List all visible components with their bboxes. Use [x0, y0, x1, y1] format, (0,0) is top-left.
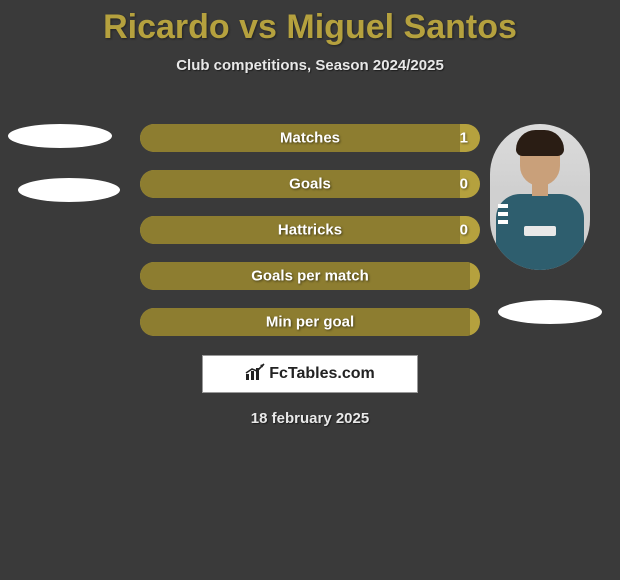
placeholder-ellipse-left-2 — [18, 178, 120, 202]
stat-value-right: 0 — [460, 176, 468, 193]
brand-logo: FcTables.com — [245, 363, 375, 386]
stat-value-right: 1 — [460, 130, 468, 147]
stat-value-right: 0 — [460, 222, 468, 239]
stats-container: Matches 1 Goals 0 Hattricks 0 Goals per … — [140, 124, 480, 354]
player-photo-right — [490, 124, 590, 270]
stat-label: Hattricks — [278, 222, 342, 239]
stat-row-goals-per-match: Goals per match — [140, 262, 480, 290]
jersey-stripe-icon — [498, 204, 508, 208]
chart-growth-icon — [245, 363, 265, 386]
brand-logo-text: FcTables.com — [269, 365, 375, 383]
jersey-stripe-icon — [498, 212, 508, 216]
date-text: 18 february 2025 — [0, 410, 620, 427]
player-hair — [516, 130, 564, 156]
jersey-sponsor — [524, 226, 556, 236]
stat-label: Goals per match — [251, 268, 369, 285]
stat-row-goals: Goals 0 — [140, 170, 480, 198]
stat-label: Matches — [280, 130, 340, 147]
stat-label: Goals — [289, 176, 331, 193]
page-title: Ricardo vs Miguel Santos — [0, 0, 620, 47]
stat-row-matches: Matches 1 — [140, 124, 480, 152]
placeholder-ellipse-right — [498, 300, 602, 324]
jersey-stripe-icon — [498, 220, 508, 224]
brand-logo-box: FcTables.com — [202, 355, 418, 393]
placeholder-ellipse-left-1 — [8, 124, 112, 148]
stat-row-hattricks: Hattricks 0 — [140, 216, 480, 244]
page-subtitle: Club competitions, Season 2024/2025 — [0, 57, 620, 74]
stat-row-min-per-goal: Min per goal — [140, 308, 480, 336]
stat-label: Min per goal — [266, 314, 354, 331]
